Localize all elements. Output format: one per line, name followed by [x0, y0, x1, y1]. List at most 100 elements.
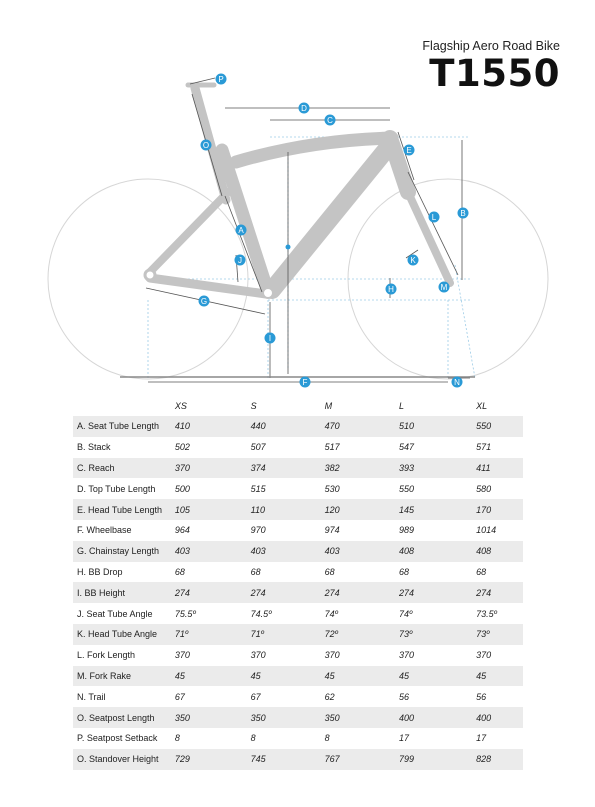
svg-text:P: P	[218, 75, 223, 84]
cell-s: 74.5º	[250, 608, 272, 619]
cell-xl: 73º	[472, 623, 523, 645]
row-label: C. Reach	[73, 457, 171, 479]
marker-H: H	[385, 283, 397, 295]
row-label: O. Seatpost Length	[73, 707, 171, 728]
seat-tube	[215, 143, 275, 299]
marker-N: N	[451, 376, 463, 388]
cell-xl: 411	[472, 457, 523, 479]
svg-text:G: G	[201, 297, 207, 306]
table-row: L. Fork Length 370 370 370 370 370	[73, 645, 523, 666]
header-blank	[73, 396, 171, 416]
cell-l: 400	[394, 707, 473, 728]
size-header-xl: XL	[476, 401, 488, 411]
cell-xs: 500	[174, 483, 190, 494]
cell-m: 274	[320, 582, 395, 604]
dimension-markers: P D C O E B L A J K H M G I F N	[198, 73, 469, 388]
cell-l: 799	[394, 748, 473, 770]
marker-E: E	[403, 144, 415, 156]
marker-I: I	[264, 332, 276, 344]
cell-m: 517	[324, 442, 340, 453]
cell-xs: 410	[170, 416, 247, 437]
cell-xs: 71º	[170, 623, 247, 645]
row-label: J. Seat Tube Angle	[77, 608, 153, 619]
svg-text:C: C	[327, 116, 333, 125]
row-label: F. Wheelbase	[77, 525, 132, 536]
cell-xs: 370	[170, 457, 247, 479]
cell-l: 145	[394, 499, 473, 520]
table-row: J. Seat Tube Angle 75.5º 74.5º 74º 74º 73.5º	[73, 603, 523, 624]
rear-dropout	[143, 268, 157, 282]
bike-subtitle: Flagship Aero Road Bike	[422, 39, 560, 53]
svg-text:N: N	[454, 378, 460, 387]
cell-m: 767	[320, 748, 395, 770]
svg-text:B: B	[460, 209, 465, 218]
cell-s: 71º	[246, 623, 321, 645]
cell-xl: 828	[472, 748, 523, 770]
guide-lines	[147, 136, 476, 379]
marker-L: L	[428, 211, 440, 223]
table-row: O. Seatpost Length 350 350 350 400 400	[73, 707, 523, 728]
cell-m: 62	[324, 691, 335, 702]
cell-l: 74º	[398, 608, 413, 619]
cell-xs: 350	[170, 707, 247, 728]
size-header-s: S	[250, 401, 257, 411]
cell-m: 403	[320, 540, 395, 562]
cell-l: 550	[398, 483, 414, 494]
cell-s: 67	[250, 691, 261, 702]
bike-frame	[143, 82, 454, 299]
size-header-m: M	[324, 401, 333, 411]
cell-xs: 964	[174, 525, 190, 536]
row-label: K. Head Tube Angle	[73, 623, 171, 645]
cell-xl: 370	[476, 650, 492, 661]
marker-M: M	[438, 281, 450, 293]
cell-xs: 105	[170, 499, 247, 520]
marker-D: D	[298, 102, 310, 114]
fork	[402, 184, 454, 287]
cell-xl: 571	[476, 442, 492, 453]
geometry-table: XS S M L XL A. Seat Tube Length 410 440 470…	[73, 396, 523, 770]
cell-xl: 170	[472, 499, 523, 520]
svg-text:M: M	[441, 283, 448, 292]
cell-l: 274	[394, 582, 473, 604]
cell-xl: 550	[472, 416, 523, 437]
table-row: G. Chainstay Length 403 403 403 408 408	[73, 540, 523, 562]
marker-G: G	[198, 295, 210, 307]
cell-xl: 1014	[476, 525, 497, 536]
cell-m: 8	[324, 733, 330, 744]
marker-O: O	[200, 139, 212, 151]
table-row: B. Stack 502 507 517 547 571	[73, 437, 523, 458]
header: Flagship Aero Road Bike T1550	[422, 38, 560, 94]
cell-xs: 502	[174, 442, 190, 453]
row-label: O. Standover Height	[73, 748, 171, 770]
cell-xl: 73.5º	[476, 608, 497, 619]
svg-text:K: K	[410, 256, 416, 265]
cell-m: 45	[320, 665, 395, 687]
svg-text:O: O	[203, 141, 209, 150]
svg-text:L: L	[432, 213, 437, 222]
cell-m: 974	[324, 525, 340, 536]
row-label: A. Seat Tube Length	[73, 416, 171, 437]
cell-s: 507	[250, 442, 266, 453]
table-row: O. Standover Height 729 745 767 799 828	[73, 748, 523, 770]
cell-l: 68	[398, 566, 409, 577]
row-label: N. Trail	[77, 691, 106, 702]
seat-stay	[146, 188, 232, 276]
cell-xs: 370	[174, 650, 190, 661]
head-tube	[382, 130, 416, 200]
table-row: K. Head Tube Angle 71º 71º 72º 73º 73º	[73, 623, 523, 645]
bike-model-title: T1550	[429, 52, 560, 95]
marker-A: A	[235, 224, 247, 236]
cell-l: 510	[394, 416, 473, 437]
cell-s: 274	[246, 582, 321, 604]
cell-xs: 8	[174, 733, 180, 744]
cell-l: 17	[398, 733, 409, 744]
marker-J: J	[234, 254, 246, 266]
cell-m: 370	[324, 650, 340, 661]
size-header-l: L	[398, 401, 404, 411]
svg-text:D: D	[301, 104, 307, 113]
cell-xs: 45	[170, 665, 247, 687]
row-label: P. Seatpost Setback	[77, 733, 158, 744]
marker-B: B	[457, 207, 469, 219]
marker-K: K	[407, 254, 419, 266]
geometry-diagram: P D C O E B L A J K H M G I F N	[47, 73, 549, 388]
